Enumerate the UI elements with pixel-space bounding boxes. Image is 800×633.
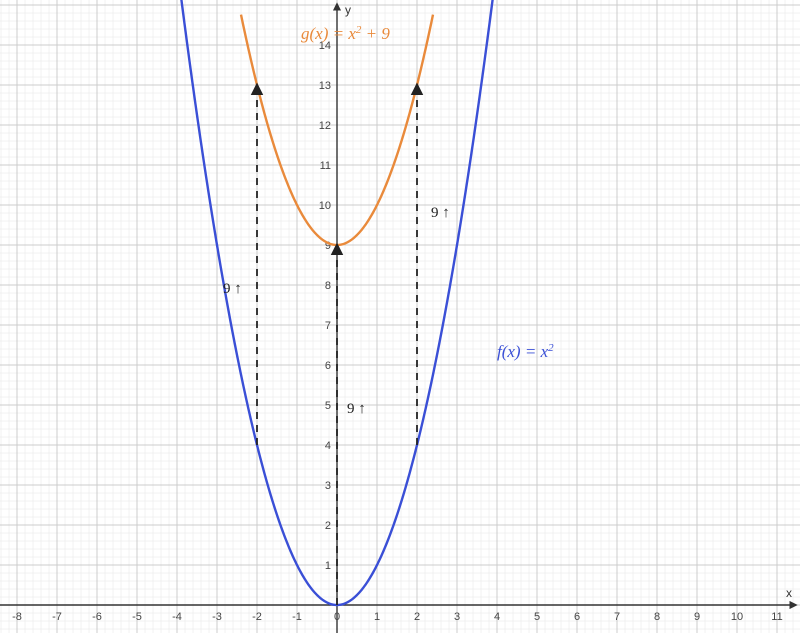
y-tick-label: 8 [325,280,331,292]
x-tick-label: 10 [731,611,743,623]
y-tick-label: 6 [325,360,331,372]
x-tick-label: 8 [654,611,660,623]
shift-arrow-label: 9 ↑ [223,281,242,297]
y-tick-label: 1 [325,560,331,572]
x-tick-label: 6 [574,611,580,623]
grid-major [0,0,800,633]
x-tick-label: 4 [494,611,500,623]
g-label: g(x) = x2 + 9 [301,24,390,43]
y-tick-label: 3 [325,480,331,492]
y-axis-label: y [345,3,351,17]
x-tick-label: -7 [52,611,62,623]
y-tick-label: 2 [325,520,331,532]
x-tick-label: 5 [534,611,540,623]
y-tick-label: 4 [325,440,331,452]
x-tick-label: -6 [92,611,102,623]
x-tick-label: 1 [374,611,380,623]
x-tick-label: -2 [252,611,262,623]
axes [0,4,796,633]
grid-minor [0,0,800,633]
y-tick-label: 11 [320,160,331,172]
y-tick-label: 10 [319,200,331,212]
shift-arrow-label: 9 ↑ [347,401,366,417]
x-tick-label: 2 [414,611,420,623]
x-axis-label: x [786,586,792,600]
parabola-shift-chart: -8-7-6-5-4-3-2-1012345678910111234567891… [0,0,800,633]
x-tick-label: 0 [334,611,340,623]
shift-arrow-label: 9 ↑ [431,205,450,221]
labels: x y f(x) = x2 g(x) = x2 + 9 [301,3,792,600]
x-tick-label: -4 [172,611,182,623]
y-tick-label: 7 [325,320,331,332]
x-tick-label: 9 [694,611,700,623]
tick-labels: -8-7-6-5-4-3-2-1012345678910111234567891… [12,40,783,623]
y-tick-label: 12 [319,120,331,132]
y-tick-label: 5 [325,400,331,412]
x-tick-label: 11 [771,611,782,623]
x-tick-label: 3 [454,611,460,623]
x-tick-label: 7 [614,611,620,623]
x-tick-label: -8 [12,611,22,623]
y-tick-label: 13 [319,80,331,92]
x-tick-label: -5 [132,611,142,623]
f-label: f(x) = x2 [497,342,554,361]
x-tick-label: -3 [212,611,222,623]
x-tick-label: -1 [292,611,302,623]
